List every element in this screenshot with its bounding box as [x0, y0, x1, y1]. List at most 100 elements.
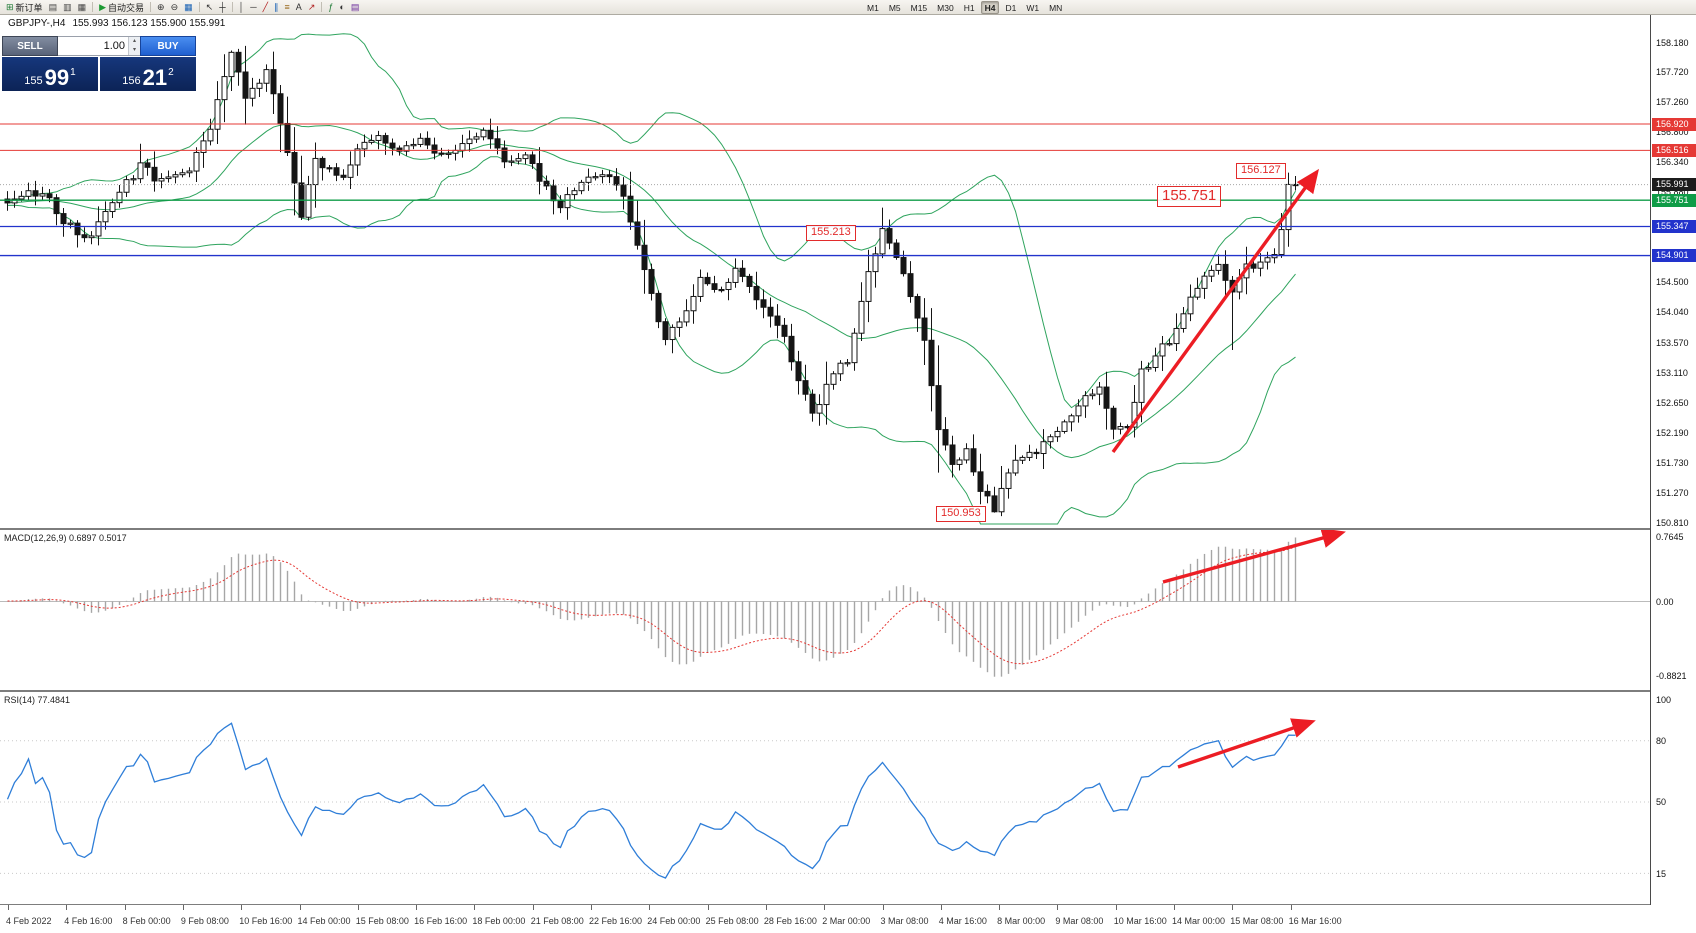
- time-axis-label: 9 Mar 08:00: [1055, 916, 1104, 926]
- buy-button[interactable]: BUY: [140, 36, 196, 56]
- new-order-button-label: 新订单: [15, 2, 43, 13]
- price-tick-label: 154.500: [1656, 277, 1689, 288]
- timeframe-m1[interactable]: M1: [867, 3, 879, 13]
- timeframe-group: M1 M5 M15 M30 H1 H4 D1 W1 MN: [862, 1, 1067, 14]
- periods-icon: ◐: [339, 1, 345, 12]
- autotrade-button[interactable]: ▶ 自动交易: [97, 1, 146, 14]
- price-tick-label: 151.730: [1656, 457, 1689, 468]
- chart-bars-button[interactable]: ▤: [47, 1, 60, 14]
- arrow-tool-button[interactable]: ↗: [306, 1, 318, 14]
- time-tick: [1174, 905, 1175, 910]
- line-chart-icon: ▦: [77, 1, 87, 12]
- bid-int: 155: [24, 75, 43, 87]
- cursor-button[interactable]: ↖: [204, 1, 216, 14]
- new-order-button[interactable]: ⊞ 新订单: [4, 1, 45, 14]
- time-tick: [940, 905, 942, 910]
- fibonacci-button[interactable]: ≡: [283, 1, 292, 14]
- chart-workspace[interactable]: 4 Feb 2022 4 Feb 16:00 8 Feb 00:00 9 Feb 08…: [0, 15, 1696, 933]
- time-tick: [1057, 905, 1059, 910]
- time-axis-label: 18 Feb 00:00: [472, 916, 526, 926]
- crosshair-button[interactable]: ┼: [217, 1, 227, 14]
- time-axis-label: 16 Feb 16:00: [414, 916, 468, 926]
- chart-candles-button[interactable]: ▥: [61, 1, 74, 14]
- price-annotation[interactable]: 150.953: [936, 506, 986, 522]
- time-axis-label: 14 Mar 00:00: [1172, 916, 1226, 926]
- time-axis-label: 25 Feb 08:00: [705, 916, 759, 926]
- price-tick-label: 158.180: [1656, 37, 1689, 48]
- time-axis-label: 16 Mar 16:00: [1288, 916, 1342, 926]
- channel-button[interactable]: ∥: [272, 1, 281, 14]
- volume-input[interactable]: 1.00 ▴ ▾: [58, 36, 140, 56]
- time-tick: [8, 905, 9, 910]
- volume-up-icon[interactable]: ▴: [129, 37, 140, 46]
- candlestick-chart-icon: ▥: [63, 1, 72, 12]
- sell-button[interactable]: SELL: [2, 36, 58, 56]
- macd-indicator-label: MACD(12,26,9) 0.6897 0.5017: [4, 533, 127, 543]
- time-axis[interactable]: 4 Feb 2022 4 Feb 16:00 8 Feb 00:00 9 Feb 08…: [0, 905, 1696, 933]
- time-axis-label: 28 Feb 16:00: [763, 916, 817, 926]
- tile-windows-icon: ▦: [184, 1, 193, 12]
- time-axis-label: 2 Mar 00:00: [822, 916, 871, 926]
- volume-stepper[interactable]: ▴ ▾: [128, 37, 140, 55]
- chart-line-button[interactable]: ▦: [76, 1, 89, 14]
- macd-panel[interactable]: [0, 530, 1651, 690]
- periods-button[interactable]: ◐: [337, 1, 346, 14]
- price-annotation[interactable]: 155.213: [806, 225, 856, 241]
- toolbar-separator: [92, 2, 94, 12]
- panel-divider-main-macd[interactable]: [0, 528, 1696, 530]
- zoom-out-button[interactable]: ⊖: [169, 1, 181, 14]
- templates-button[interactable]: ▤: [349, 1, 362, 14]
- price-annotation[interactable]: 156.127: [1236, 163, 1286, 179]
- vertical-line-button[interactable]: │: [237, 1, 247, 14]
- tile-windows-button[interactable]: ▦: [182, 1, 195, 14]
- toolbar-separator: [321, 2, 323, 12]
- time-axis-label: 10 Mar 16:00: [1113, 916, 1167, 926]
- time-axis-label: 8 Feb 00:00: [122, 916, 171, 926]
- text-icon: A: [295, 1, 302, 12]
- price-tick-label: 152.190: [1656, 427, 1689, 438]
- bid-pips: 99: [44, 65, 70, 90]
- panel-divider-rsi-time[interactable]: [0, 904, 1696, 905]
- timeframe-m30[interactable]: M30: [937, 3, 954, 13]
- ask-price[interactable]: 156 21 2: [100, 57, 196, 91]
- trend-arrow[interactable]: [1111, 168, 1320, 454]
- price-annotation[interactable]: 155.751: [1157, 186, 1222, 207]
- rsi-panel[interactable]: [0, 692, 1651, 904]
- volume-down-icon[interactable]: ▾: [129, 46, 140, 55]
- timeframe-d1[interactable]: D1: [1005, 3, 1017, 13]
- symbol-period-label: GBPJPY-,H4: [8, 18, 66, 29]
- panel-divider-macd-rsi[interactable]: [0, 690, 1696, 692]
- time-axis-label: 3 Mar 08:00: [880, 916, 929, 926]
- chart-title: GBPJPY-,H4 155.993 156.123 155.900 155.99…: [8, 18, 225, 29]
- time-axis-label: 15 Feb 08:00: [355, 916, 409, 926]
- zoom-in-button[interactable]: ⊕: [155, 1, 167, 14]
- time-axis-label: 4 Mar 16:00: [938, 916, 987, 926]
- text-button[interactable]: A: [294, 1, 304, 14]
- trend-arrow[interactable]: [1177, 718, 1316, 769]
- main-chart[interactable]: [0, 15, 1651, 528]
- timeframe-mn[interactable]: MN: [1049, 3, 1063, 13]
- timeframe-w1[interactable]: W1: [1026, 3, 1040, 13]
- volume-value[interactable]: 1.00: [103, 40, 125, 52]
- trendline-button[interactable]: ╱: [261, 1, 270, 14]
- timeframe-h1[interactable]: H1: [963, 3, 975, 13]
- fibonacci-icon: ≡: [284, 1, 290, 12]
- time-tick: [1115, 905, 1117, 910]
- timeframe-m15[interactable]: M15: [910, 3, 928, 13]
- toolbar-separator: [231, 2, 233, 12]
- indicators-button[interactable]: ƒ: [326, 1, 335, 14]
- time-tick: [882, 905, 884, 910]
- toolbar-separator: [198, 2, 200, 12]
- templates-icon: ▤: [350, 1, 360, 12]
- horizontal-line-button[interactable]: ─: [248, 1, 258, 14]
- time-tick: [532, 905, 534, 910]
- bid-price[interactable]: 155 99 1: [2, 57, 98, 91]
- trend-arrow[interactable]: [1162, 530, 1346, 584]
- timeframe-h4[interactable]: H4: [980, 1, 1000, 14]
- bid-frac: 1: [70, 67, 76, 78]
- price-axis[interactable]: 158.180 157.720 157.260 156.800 156.340 155.8…: [1650, 15, 1696, 905]
- time-tick: [474, 905, 476, 910]
- time-axis-label: 4 Feb 16:00: [64, 916, 113, 926]
- time-tick: [357, 905, 359, 910]
- timeframe-m5[interactable]: M5: [888, 3, 901, 13]
